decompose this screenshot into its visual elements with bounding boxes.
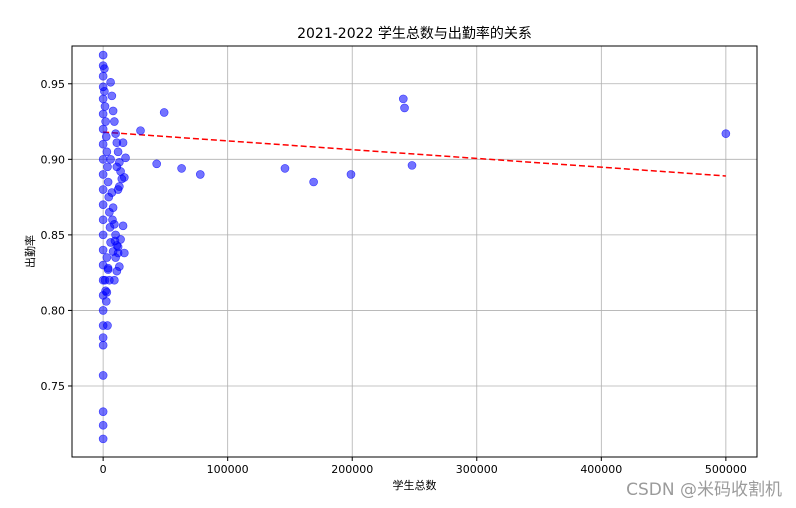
x-axis-label: 学生总数 [393,478,437,492]
scatter-point [101,132,111,141]
scatter-point [98,170,108,179]
x-tick-label: 400000 [580,463,622,476]
grid [72,46,757,457]
y-tick-label: 0.85 [41,229,66,242]
scatter-point [108,106,118,116]
scatter-point [98,245,108,255]
scatter-point [98,109,108,119]
scatter-point [111,129,120,138]
scatter-point [120,248,129,258]
scatter-point [113,242,123,252]
scatter-point [108,215,117,225]
scatter-point [100,87,109,96]
scatter-point [398,94,408,104]
trend-line [103,131,726,177]
scatter-point [108,203,118,212]
scatter-point [98,407,108,416]
scatter-point [98,340,108,350]
scatter-point [118,138,128,148]
scatter-point [102,253,112,262]
scatter-point [98,71,108,81]
scatter-point [98,94,108,104]
scatter-point [159,108,169,117]
scatter-point [102,147,112,157]
plot-area-frame [71,45,758,458]
y-tick-label: 0.95 [41,78,66,91]
scatter-point [118,221,128,231]
scatter-point [100,102,110,111]
scatter-point [98,306,108,315]
scatter-point [195,170,205,179]
y-tick-label: 0.75 [41,380,66,393]
scatter-point [103,321,112,330]
scatter-point [121,153,130,163]
scatter-point [106,77,115,87]
scatter-point [98,333,108,342]
scatter-point [100,64,109,73]
chart-title: 2021-2022 学生总数与出勤率的关系 [297,25,532,42]
scatter-point [98,155,108,164]
scatter-point [102,287,112,297]
scatter-point [98,420,108,430]
scatter-point [98,50,108,60]
scatter-point [346,170,356,179]
scatter-point [98,230,108,240]
scatter-point [152,159,161,169]
x-tick-label: 300000 [456,463,498,476]
scatter-point [407,161,417,170]
scatter-point [101,297,111,306]
y-tick-label: 0.80 [41,304,66,317]
scatter-point [721,129,731,138]
scatter-point [400,103,409,113]
y-tick-label: 0.90 [41,153,66,166]
watermark: CSDN @米码收割机 [626,480,782,500]
scatter-point [116,235,125,244]
scatter-point [103,162,112,172]
scatter-point [177,164,186,173]
scatter-point [103,263,113,273]
x-tick-label: 500000 [705,463,747,476]
scatter-point [98,434,108,444]
y-axis-label: 出勤率 [23,235,37,268]
scatter-point [309,177,318,187]
scatter-point [112,266,122,276]
scatter-point [98,139,108,149]
scatter-point [98,215,108,225]
scatter-point [113,147,123,157]
x-tick-label: 200000 [331,463,373,476]
scatter-point [110,117,119,126]
scatter-point [110,275,119,285]
x-tick-label: 100000 [207,463,249,476]
x-axis-ticks: 0 100000 200000 300000 400000 500000 [100,457,747,476]
scatter-point [98,185,108,194]
scatter-point [136,126,145,135]
scatter-point [98,371,108,380]
scatter-point [111,253,120,262]
scatter-point [280,164,290,173]
x-tick-label: 0 [100,463,107,476]
scatter-point [98,200,108,209]
scatter-point [113,185,123,194]
scatter-points [98,50,731,444]
scatter-point [98,124,108,134]
y-axis-ticks: 0.75 0.80 0.85 0.90 0.95 [41,78,72,393]
trend-line-group [103,131,726,177]
scatter-point [106,155,115,164]
scatter-point [101,117,110,126]
scatter-point [112,162,122,172]
scatter-point [120,173,129,182]
scatter-point [103,177,113,187]
scatter-point [107,91,117,101]
